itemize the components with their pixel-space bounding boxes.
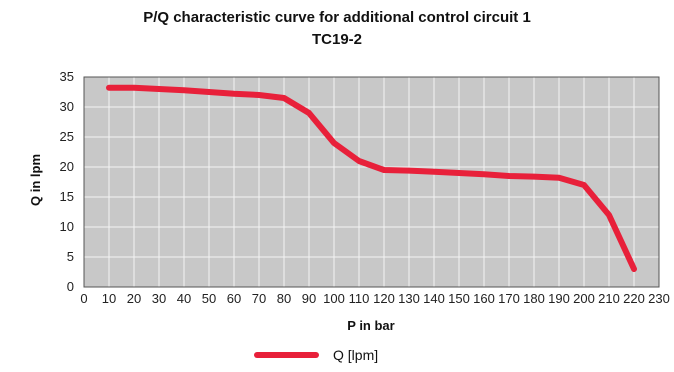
x-tick-label: 100: [323, 291, 345, 306]
x-tick-label: 230: [648, 291, 670, 306]
y-tick-label: 25: [60, 129, 74, 144]
x-tick-label: 10: [102, 291, 116, 306]
x-axis-ticks: 0 10 20 30 40 50 60 70 80 90 100 110 120 130 140 150 160…: [80, 291, 669, 306]
x-tick-label: 90: [302, 291, 316, 306]
x-tick-label: 40: [177, 291, 191, 306]
y-axis-label: Q in lpm: [28, 154, 43, 206]
x-tick-label: 200: [573, 291, 595, 306]
grid-lines: [83, 76, 660, 288]
y-tick-label: 0: [67, 279, 74, 294]
x-tick-label: 160: [473, 291, 495, 306]
x-tick-label: 50: [202, 291, 216, 306]
x-tick-label: 20: [127, 291, 141, 306]
x-tick-label: 220: [623, 291, 645, 306]
x-tick-label: 150: [448, 291, 470, 306]
y-axis-ticks: 0 5 10 15 20 25 30 35: [60, 69, 74, 294]
x-tick-label: 180: [523, 291, 545, 306]
y-tick-label: 15: [60, 189, 74, 204]
x-tick-label: 130: [398, 291, 420, 306]
x-tick-label: 170: [498, 291, 520, 306]
x-tick-label: 190: [548, 291, 570, 306]
x-tick-label: 70: [252, 291, 266, 306]
x-tick-label: 120: [373, 291, 395, 306]
legend-label: Q [lpm]: [333, 347, 378, 363]
x-tick-label: 110: [349, 291, 370, 306]
legend: Q [lpm]: [254, 347, 378, 363]
y-tick-label: 5: [67, 249, 74, 264]
chart-title: P/Q characteristic curve for additional …: [143, 9, 531, 26]
plot-border: [83, 76, 660, 288]
y-tick-label: 30: [60, 99, 74, 114]
x-tick-label: 60: [227, 291, 241, 306]
x-tick-label: 80: [277, 291, 291, 306]
series-lines: [106, 84, 637, 272]
x-tick-label: 140: [423, 291, 445, 306]
x-tick-label: 0: [80, 291, 87, 306]
y-tick-label: 10: [60, 219, 74, 234]
x-axis-label: P in bar: [347, 318, 394, 333]
x-tick-label: 210: [598, 291, 620, 306]
series-line: [106, 84, 637, 272]
y-tick-label: 20: [60, 159, 74, 174]
x-tick-label: 30: [152, 291, 166, 306]
chart-subtitle: TC19-2: [312, 31, 362, 48]
y-tick-label: 35: [60, 69, 74, 84]
